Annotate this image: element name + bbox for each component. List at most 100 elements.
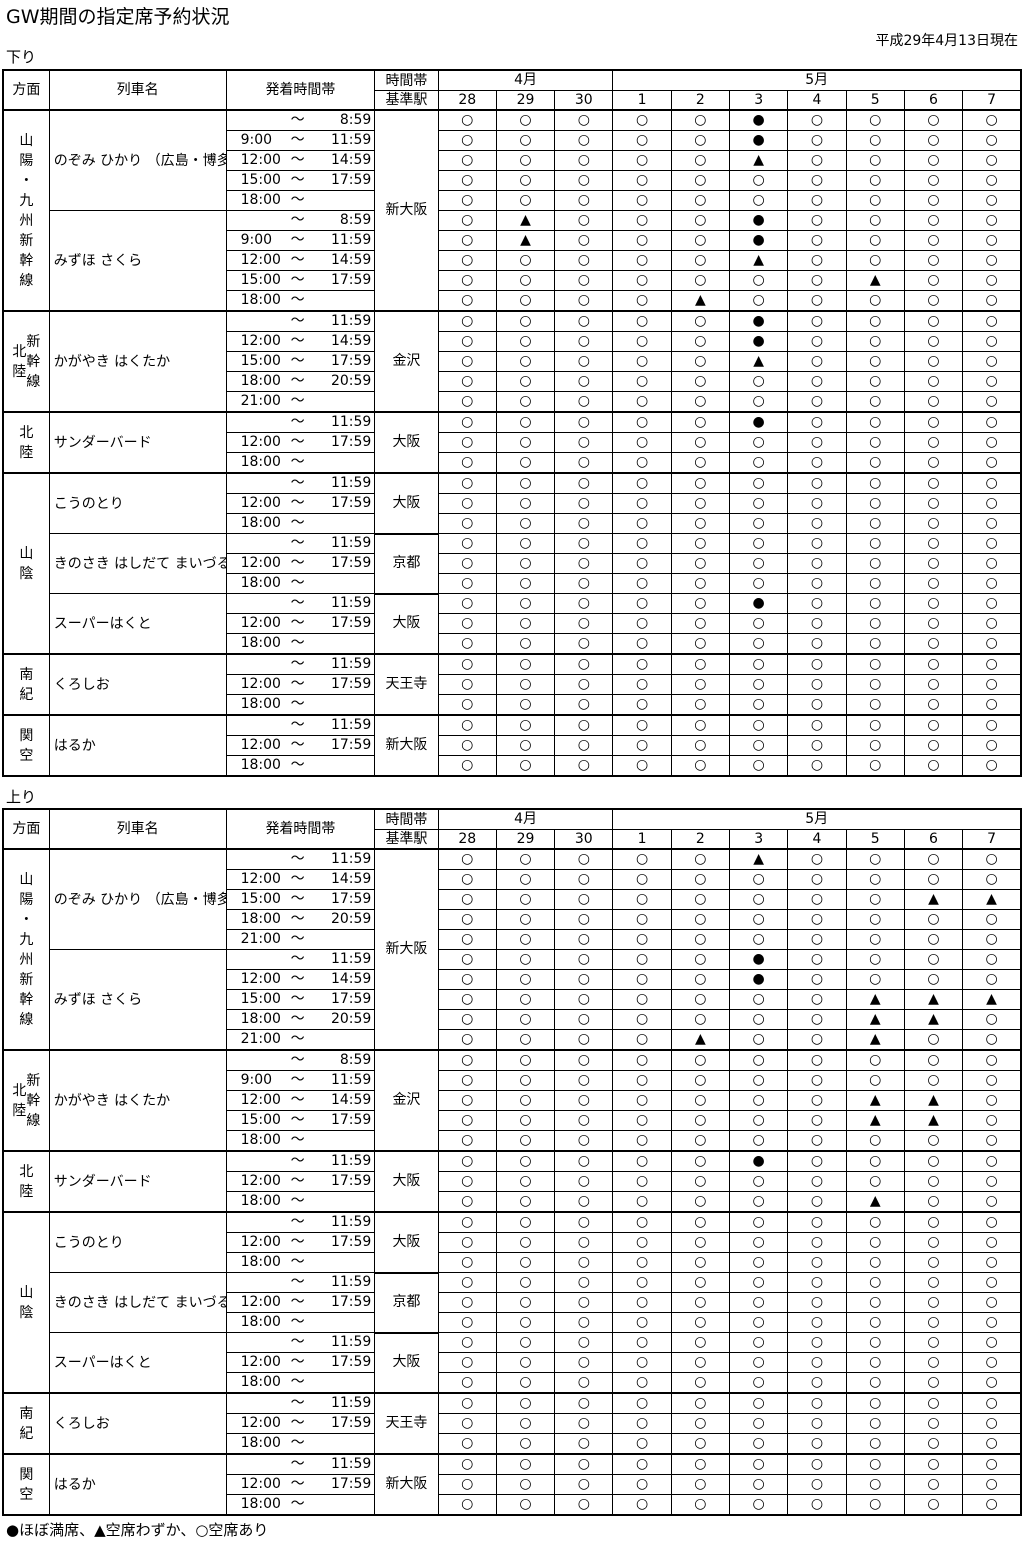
status-cell: ○ — [495, 714, 556, 736]
status-cell: ○ — [845, 889, 905, 910]
status-cell: ○ — [787, 150, 847, 171]
status-cell: ○ — [903, 735, 964, 756]
status-cell: ○ — [787, 1171, 847, 1192]
status-cell: ○ — [554, 1070, 614, 1091]
table-row: 南紀くろしお～ 11:59 天王寺 ○ ○ ○ ○ ○ ○ ○ ○ ○ ○ — [2, 653, 1022, 716]
status-cell: ○ — [729, 909, 789, 930]
time-to: 11:59 — [330, 1153, 372, 1169]
time-to: 14:59 — [330, 152, 372, 168]
time-to: 11:59 — [330, 535, 372, 551]
status-cell: ○ — [670, 230, 731, 251]
status-cell: ○ — [554, 1272, 614, 1293]
time-tilde: ～ — [290, 991, 305, 1007]
status-cell: ○ — [437, 472, 497, 494]
status-cell: ○ — [612, 493, 672, 514]
time-from: 12:00 — [240, 1294, 281, 1310]
status-cell: ○ — [962, 270, 1022, 291]
status-cell: ○ — [612, 989, 672, 1010]
time-to: 17:59 — [330, 495, 372, 511]
time-to: 17:59 — [330, 172, 372, 188]
status-cell: ○ — [670, 130, 731, 151]
time-band: 18:00 ～ — [225, 1130, 376, 1152]
status-cell: ○ — [670, 848, 731, 870]
status-cell: ○ — [554, 553, 614, 574]
header-date: 5 — [845, 829, 905, 850]
table-row: 関空はるか～ 11:59 新大阪 ○ ○ ○ ○ ○ ○ ○ ○ ○ ○ — [2, 714, 1022, 777]
status-cell: ○ — [845, 472, 905, 494]
status-cell: ○ — [554, 674, 614, 695]
time-to: 11:59 — [330, 1395, 372, 1411]
time-band: 12:00 ～ 14:59 — [225, 331, 376, 352]
status-cell: ○ — [903, 513, 964, 534]
time-tilde: ～ — [290, 1354, 305, 1370]
status-cell: ○ — [437, 1332, 497, 1353]
base-station: 新大阪 — [374, 848, 439, 1051]
table-row: 18:00 ～ ○ ○ ○ ○ ○ ○ ○ ▲ ○ ○ — [3, 1191, 1022, 1213]
status-cell: ○ — [612, 1171, 672, 1192]
time-from: 18:00 — [240, 515, 281, 531]
time-to: 20:59 — [330, 911, 372, 927]
status-cell: ○ — [787, 310, 847, 332]
status-cell: ○ — [962, 633, 1022, 655]
status-cell: ○ — [612, 270, 672, 291]
time-to: 11:59 — [330, 475, 372, 491]
time-from: 18:00 — [240, 292, 281, 308]
status-cell: ○ — [962, 714, 1022, 736]
status-cell: ○ — [962, 848, 1022, 870]
status-cell: ○ — [903, 150, 964, 171]
status-cell: ○ — [670, 1090, 731, 1111]
table-row: 18:00 ～ ○ ○ ○ ○ ▲ ○ ○ ○ ○ ○ — [3, 290, 1022, 312]
table-row: きのさき はしだて まいづる～ 11:59 京都 ○ ○ ○ ○ ○ ○ ○ ○ ○ ○ — [3, 1271, 1022, 1333]
status-cell: ○ — [962, 1211, 1022, 1233]
status-cell: ○ — [495, 371, 556, 392]
status-cell: ○ — [962, 170, 1022, 191]
status-cell: ○ — [903, 452, 964, 474]
status-cell: ▲ — [903, 1009, 964, 1030]
time-tilde: ～ — [290, 635, 305, 651]
status-cell: ○ — [670, 694, 731, 716]
table-row: みずほ さくら～ 11:59 ○ ○ ○ ○ ○ ● ○ ○ ○ ○ — [3, 949, 1022, 1051]
table-row: 12:00 ～ 17:59 ○ ○ ○ ○ ○ ○ ○ ○ ○ ○ — [3, 1292, 1022, 1313]
status-cell: ○ — [962, 310, 1022, 332]
status-cell: ○ — [903, 1494, 964, 1516]
status-cell: ○ — [554, 250, 614, 271]
status-cell: ○ — [437, 929, 497, 950]
status-cell: ○ — [554, 351, 614, 372]
table-row: 18:00 ～ ○ ○ ○ ○ ○ ○ ○ ○ ○ ○ — [3, 1312, 1022, 1333]
status-cell: ○ — [612, 1312, 672, 1333]
status-cell: ○ — [670, 909, 731, 930]
status-cell: ○ — [845, 755, 905, 777]
status-cell: ○ — [787, 1494, 847, 1516]
time-from: 15:00 — [240, 172, 281, 188]
status-cell: ○ — [554, 735, 614, 756]
base-station: 天王寺 — [374, 653, 439, 716]
status-cell: ○ — [787, 1252, 847, 1273]
status-cell: ○ — [437, 573, 497, 594]
status-cell: ○ — [670, 190, 731, 211]
status-cell: ○ — [495, 1171, 556, 1192]
status-cell: ○ — [903, 674, 964, 695]
status-cell: ○ — [612, 1150, 672, 1172]
legend: ●ほぼ満席、▲空席わずか、○空席あり — [6, 1521, 269, 1539]
time-from: 15:00 — [240, 991, 281, 1007]
status-cell: ○ — [729, 1312, 789, 1333]
status-cell: ○ — [962, 1392, 1022, 1414]
status-cell: ○ — [612, 613, 672, 634]
status-cell: ○ — [903, 694, 964, 716]
table-row: 北陸サンダーバード～ 11:59 大阪 ○ ○ ○ ○ ○ ● ○ ○ ○ ○ — [2, 411, 1022, 474]
status-cell: ○ — [729, 1232, 789, 1253]
status-cell: ▲ — [962, 989, 1022, 1010]
table-row: 18:00 ～ ○ ○ ○ ○ ○ ○ ○ ○ ○ ○ — [3, 190, 1022, 211]
status-cell: ○ — [962, 290, 1022, 312]
status-cell: ○ — [845, 1332, 905, 1353]
header-date: 3 — [729, 829, 789, 850]
status-cell: ○ — [845, 1433, 905, 1455]
status-cell: ○ — [729, 1252, 789, 1273]
status-cell: ○ — [612, 513, 672, 534]
status-cell: ○ — [845, 411, 905, 433]
status-cell: ○ — [729, 1392, 789, 1414]
status-cell: ○ — [903, 633, 964, 655]
base-station: 大阪 — [374, 592, 439, 655]
page-title: GW期間の指定席予約状況 — [6, 6, 230, 28]
table-row: 15:00 ～ 17:59 ○ ○ ○ ○ ○ ○ ○ ▲ ▲ ○ — [3, 1110, 1022, 1131]
